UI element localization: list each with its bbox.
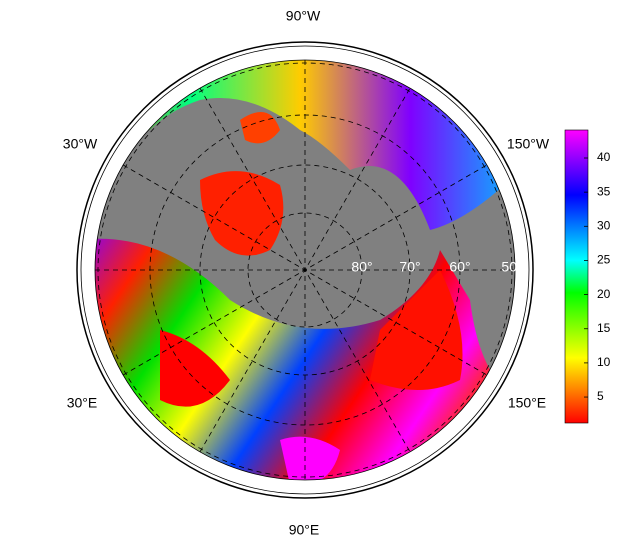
field-east [370,270,463,390]
field-patch [160,330,230,407]
colorbar-tick-label: 10 [597,355,611,369]
colorbar-tick-label: 20 [597,287,611,301]
colorbar-tick-label: 15 [597,321,611,335]
colorbar-tick-label: 35 [597,184,611,198]
graticule [95,60,515,480]
colorbar-scale [564,129,589,424]
colorbar-tick-label: 5 [597,389,604,403]
field-greenland [200,171,284,256]
lon-label: 30°W [63,136,98,152]
field-north [95,60,515,230]
lat-label: 70° [399,259,420,275]
latitude-circle [247,212,363,328]
lat-label: 80° [351,259,372,275]
lon-label: 150°E [508,395,546,411]
field-patch [280,436,340,480]
field-patch [240,112,280,144]
lon-label: 30°E [67,395,98,411]
lat-label: 50° [501,259,522,275]
disc-edge [94,59,516,481]
map-disc [95,60,515,480]
lon-label: 150°W [507,136,550,152]
colorbar: 5 10 15 20 25 30 35 40 [564,129,611,424]
colorbar-tick-label: 40 [597,150,611,164]
lon-label: 90°W [286,8,321,24]
meridian [199,87,411,453]
colorbar-tick-label: 30 [597,218,611,232]
colorbar-tick-label: 25 [597,253,611,267]
lon-label: 90°E [289,522,320,538]
frame-inner [80,45,530,495]
lat-label: 60° [449,259,470,275]
